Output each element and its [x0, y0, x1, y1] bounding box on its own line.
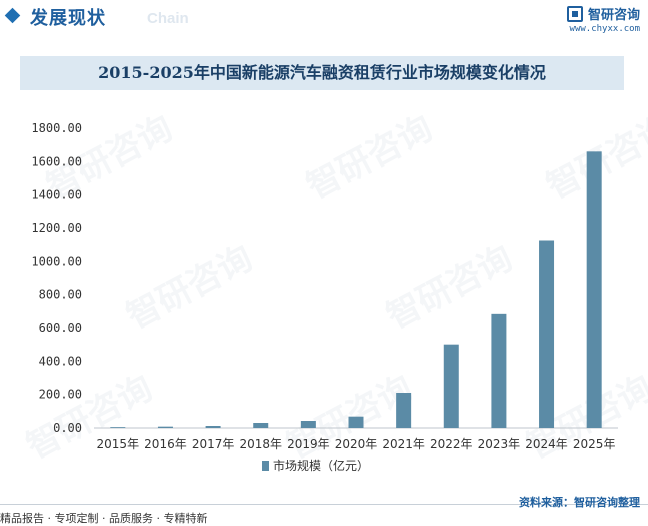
y-tick-label: 600.00 [39, 321, 82, 335]
y-tick-label: 0.00 [53, 421, 82, 435]
x-tick-label: 2016年 [144, 437, 187, 451]
y-tick-label: 800.00 [39, 288, 82, 302]
chart-title: 2015-2025年中国新能源汽车融资租赁行业市场规模变化情况 [98, 63, 546, 82]
brand-name: 智研咨询 [587, 8, 640, 23]
footer-divider [0, 504, 648, 505]
x-tick-label: 2017年 [192, 437, 235, 451]
brand-logo-icon [566, 5, 583, 22]
bar [443, 344, 459, 428]
header: 发展现状 Chain 智研咨询 www.chyxx.com [0, 0, 648, 34]
x-tick-label: 2023年 [478, 437, 521, 451]
x-tick-label: 2021年 [382, 437, 425, 451]
bar [300, 421, 316, 428]
x-tick-label: 2019年 [287, 437, 330, 451]
bar [586, 151, 602, 429]
bar [157, 426, 173, 428]
x-tick-label: 2025年 [573, 437, 616, 451]
y-tick-label: 1000.00 [31, 254, 82, 268]
bar [110, 427, 126, 428]
section-title: 发展现状 [30, 8, 106, 29]
footer-tagline: 精品报告 · 专项定制 · 品质服务 · 专精特新 [0, 512, 208, 525]
x-tick-label: 2020年 [335, 437, 378, 451]
x-tick-label: 2015年 [97, 437, 140, 451]
bar [205, 426, 221, 428]
y-tick-label: 400.00 [39, 354, 82, 368]
section-subtitle: Chain [147, 10, 189, 27]
bar [396, 393, 412, 428]
bar [253, 423, 269, 428]
x-tick-label: 2024年 [525, 437, 568, 451]
x-tick-label: 2022年 [430, 437, 473, 451]
legend-swatch [262, 461, 269, 471]
y-tick-label: 1400.00 [31, 188, 82, 202]
y-tick-label: 1600.00 [31, 154, 82, 168]
y-tick-label: 200.00 [39, 388, 82, 402]
y-tick-label: 1800.00 [31, 121, 82, 135]
brand-url: www.chyxx.com [569, 24, 640, 34]
bar [539, 240, 555, 428]
chart-title-bar: 2015-2025年中国新能源汽车融资租赁行业市场规模变化情况 [20, 56, 624, 90]
bar [348, 416, 364, 428]
legend-label: 市场规模（亿元） [273, 458, 369, 473]
footer-source: 资料来源：智研咨询整理 [519, 496, 640, 509]
brand: 智研咨询 www.chyxx.com [566, 4, 640, 34]
x-tick-label: 2018年 [239, 437, 282, 451]
y-tick-label: 1200.00 [31, 221, 82, 235]
bar [491, 313, 507, 428]
